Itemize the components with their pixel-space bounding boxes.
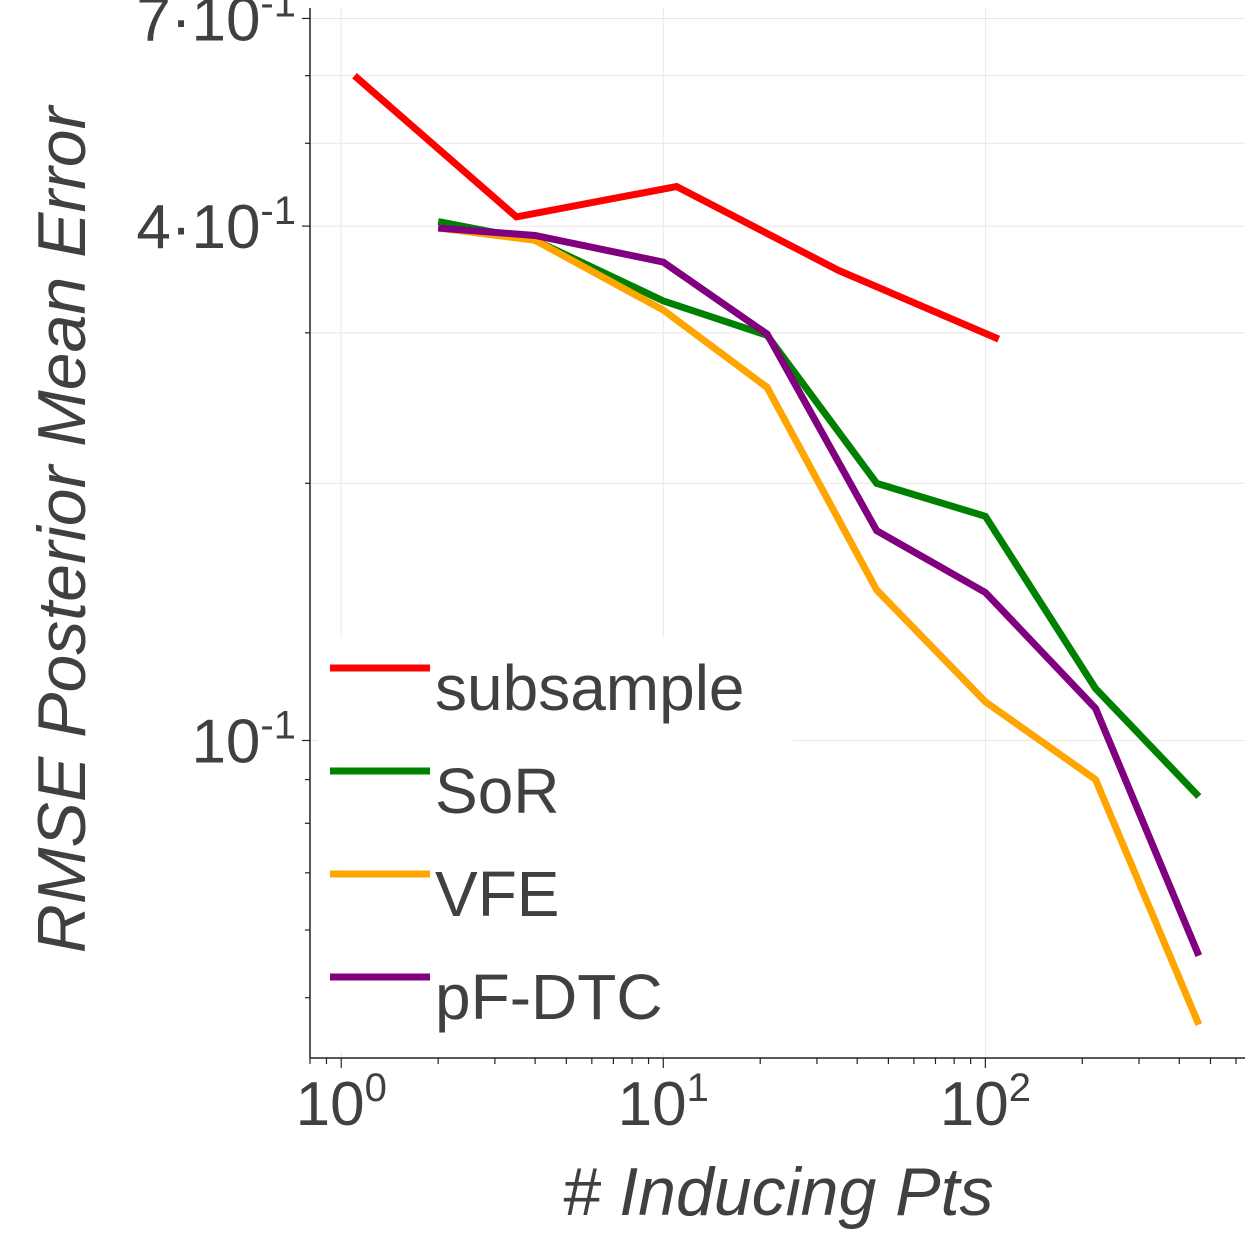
x-tick-label: 100 <box>296 1066 387 1139</box>
x-tick-label: 101 <box>618 1066 709 1139</box>
x-tick-label: 102 <box>940 1066 1031 1139</box>
legend-label: VFE <box>435 858 559 930</box>
legend-label: SoR <box>435 755 560 827</box>
legend-label: pF-DTC <box>435 961 663 1033</box>
series-group <box>352 73 1203 1026</box>
legend-box <box>318 638 793 1053</box>
legend: subsample SoR VFE pF-DTC <box>318 638 793 1053</box>
axes <box>302 8 1245 1068</box>
y-tick-label: 7·10-1 <box>136 0 296 54</box>
y-axis-title: RMSE Posterior Mean Error <box>24 104 100 953</box>
series-line-vfe <box>437 224 1203 1026</box>
series-line-subsample <box>352 73 1001 343</box>
y-tick-label: 10-1 <box>191 703 296 776</box>
tick-labels: 100 101 102 7·10-1 4·10-1 10-1 <box>136 0 1031 1139</box>
x-axis-title: # Inducing Pts <box>563 1154 994 1230</box>
legend-label: subsample <box>435 652 745 724</box>
y-tick-label: 4·10-1 <box>136 189 296 262</box>
series-line-pf-dtc <box>437 224 1203 957</box>
